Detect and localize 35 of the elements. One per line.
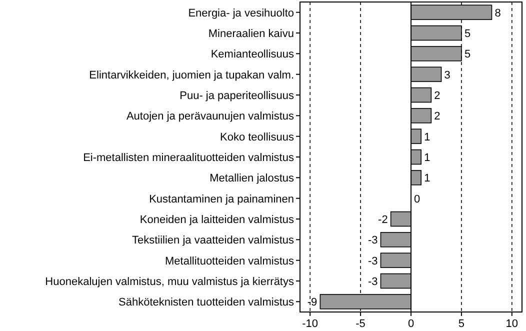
- data-label: 8: [494, 7, 501, 20]
- data-label: 1: [424, 152, 430, 164]
- y-tick-label: Kustantaminen ja painaminen: [149, 193, 294, 206]
- y-tick-label: Sähköteknisten tuotteiden valmistus: [118, 296, 294, 309]
- y-tick-label: Mineraalien kaivu: [208, 28, 294, 40]
- y-tick-label: Koko teollisuus: [220, 131, 294, 144]
- y-tick-label: Kemianteollisuus: [210, 48, 294, 61]
- data-label: 3: [444, 69, 450, 82]
- y-tick-label: Elintarvikkeiden, juomien ja tupakan valm.: [89, 69, 294, 82]
- x-tick-label: -10: [302, 318, 318, 330]
- y-tick-label: Energia- ja vesihuolto: [188, 7, 294, 20]
- y-tick-label: Metallien jalostus: [210, 172, 294, 185]
- data-label: -3: [368, 276, 378, 288]
- x-tick-label: 5: [458, 318, 465, 330]
- data-label: 1: [424, 131, 430, 144]
- data-label: -9: [307, 296, 318, 309]
- data-label: 2: [434, 110, 440, 123]
- y-tick-label: Autojen ja perävaunujen valmistus: [126, 110, 294, 123]
- data-label: 5: [464, 28, 471, 40]
- x-tick-label: 0: [408, 318, 414, 330]
- y-tick-label: Ei-metallisten mineraalituotteiden valmistus: [83, 152, 294, 164]
- data-label: -3: [368, 234, 378, 247]
- y-tick-label: Metallituotteiden valmistus: [164, 255, 294, 268]
- y-tick-label: Koneiden ja laitteiden valmistus: [140, 214, 294, 226]
- data-label: 0: [414, 193, 420, 206]
- data-label: -3: [368, 255, 378, 268]
- y-tick-label: Puu- ja paperiteollisuus: [180, 90, 294, 102]
- data-label: 5: [464, 48, 471, 61]
- data-label: 2: [434, 90, 440, 102]
- x-tick-label: -5: [356, 318, 366, 330]
- y-tick-label: Tekstiilien ja vaatteiden valmistus: [132, 234, 294, 247]
- data-label: -2: [378, 214, 388, 226]
- x-tick-label: 10: [506, 318, 518, 330]
- y-tick-label: Huonekalujen valmistus, muu valmistus ja kierrätys: [45, 276, 294, 288]
- data-label: 1: [424, 172, 430, 185]
